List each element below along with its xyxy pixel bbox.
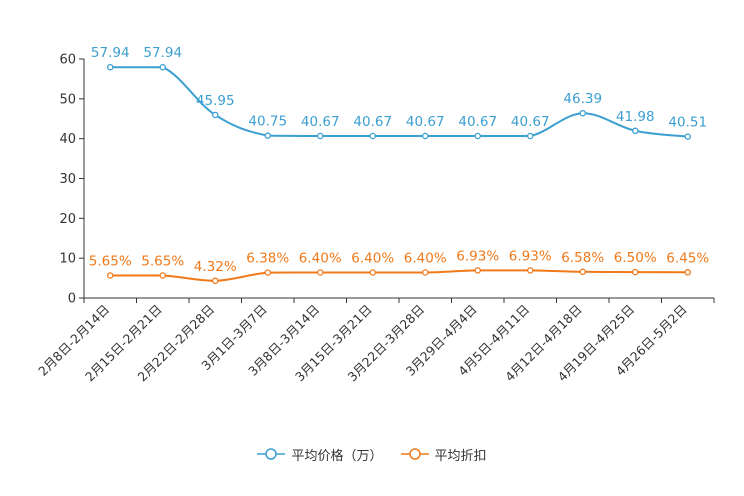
data-point	[316, 132, 324, 140]
series-line-discount	[110, 269, 688, 282]
data-label: 6.93%	[509, 248, 552, 264]
data-label: 40.75	[248, 114, 287, 130]
legend-label-price: 平均价格（万）	[291, 448, 383, 464]
data-label: 5.65%	[141, 253, 184, 269]
data-point	[107, 272, 114, 279]
data-point	[527, 267, 534, 274]
data-point	[369, 269, 376, 276]
data-point	[211, 277, 219, 285]
data-label: 40.67	[301, 114, 340, 130]
data-label: 46.39	[563, 91, 602, 107]
data-label: 40.67	[406, 114, 445, 130]
series-line-price	[110, 66, 688, 138]
y-tick-label: 60	[59, 53, 76, 68]
data-label: 5.65%	[89, 253, 132, 269]
data-point	[421, 269, 429, 276]
data-label: 6.45%	[666, 250, 709, 266]
data-point	[316, 269, 324, 276]
data-point	[369, 132, 376, 140]
y-tick-label: 40	[59, 132, 76, 147]
data-label: 6.40%	[299, 251, 342, 267]
data-point	[474, 132, 481, 140]
data-label: 6.38%	[246, 251, 289, 267]
data-label: 40.67	[511, 114, 550, 130]
data-point	[107, 63, 114, 71]
data-point	[684, 133, 692, 140]
data-label: 6.40%	[351, 251, 394, 267]
data-point	[264, 269, 271, 276]
data-label: 45.95	[196, 93, 235, 109]
data-point	[632, 127, 639, 135]
data-point	[159, 63, 166, 71]
data-label: 40.51	[668, 115, 707, 131]
data-label: 57.94	[91, 45, 130, 61]
data-label: 6.93%	[456, 248, 499, 264]
y-tick-label: 10	[59, 252, 76, 267]
data-label: 40.67	[458, 114, 497, 130]
data-label: 6.58%	[561, 250, 604, 266]
legend-item-price[interactable]: 平均价格（万）	[257, 445, 383, 464]
data-label: 6.40%	[404, 251, 447, 267]
data-label: 6.50%	[614, 250, 657, 266]
y-tick-label: 0	[68, 292, 76, 307]
legend-line-circle-icon	[257, 448, 286, 460]
data-point	[632, 268, 639, 276]
legend-line-circle-icon	[400, 448, 429, 460]
data-label: 41.98	[616, 109, 655, 125]
data-point	[684, 269, 692, 276]
data-point	[579, 268, 587, 276]
data-label: 57.94	[143, 45, 182, 61]
data-point	[474, 267, 481, 274]
data-point	[264, 132, 271, 139]
y-tick-label: 20	[59, 212, 76, 227]
legend-item-discount[interactable]: 平均折扣	[400, 445, 487, 464]
data-point	[579, 109, 587, 117]
data-point	[159, 272, 166, 279]
data-point	[211, 111, 219, 119]
legend-label-discount: 平均折扣	[434, 448, 487, 464]
data-label: 40.67	[353, 114, 392, 130]
data-point	[527, 132, 534, 140]
legend: 平均价格（万） 平均折扣	[0, 443, 744, 465]
y-tick-label: 30	[59, 172, 76, 187]
data-label: 4.32%	[194, 259, 237, 275]
y-tick-label: 50	[59, 92, 76, 107]
data-point	[421, 132, 429, 140]
